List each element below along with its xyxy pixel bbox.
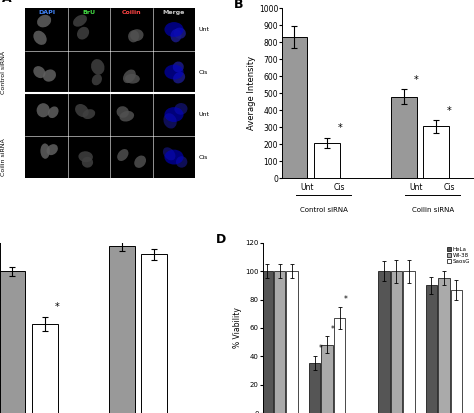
Ellipse shape <box>164 64 183 79</box>
Bar <box>423 126 449 178</box>
Ellipse shape <box>130 29 144 41</box>
Bar <box>282 37 307 178</box>
Text: B: B <box>234 0 244 11</box>
Bar <box>391 271 402 413</box>
Ellipse shape <box>37 15 51 27</box>
Ellipse shape <box>117 149 128 161</box>
Text: Unt: Unt <box>199 27 210 32</box>
Bar <box>109 246 135 413</box>
Text: Coilin: Coilin <box>122 10 141 15</box>
Text: D: D <box>216 233 227 246</box>
Bar <box>314 142 340 178</box>
Bar <box>403 271 415 413</box>
Bar <box>334 318 345 413</box>
Ellipse shape <box>174 103 188 115</box>
Ellipse shape <box>163 147 175 160</box>
Bar <box>438 278 450 413</box>
Bar <box>0 271 25 413</box>
Legend: HeLa, WI-38, SaosG: HeLa, WI-38, SaosG <box>446 246 471 265</box>
Text: *: * <box>331 325 335 334</box>
Bar <box>426 285 437 413</box>
Y-axis label: % Viability: % Viability <box>233 308 242 349</box>
Text: *: * <box>318 344 322 354</box>
Ellipse shape <box>171 29 182 43</box>
Ellipse shape <box>77 27 89 40</box>
Ellipse shape <box>164 150 183 164</box>
Text: *: * <box>55 302 60 312</box>
Text: Merge: Merge <box>163 10 185 15</box>
Ellipse shape <box>36 103 50 117</box>
Ellipse shape <box>173 28 186 39</box>
Text: A: A <box>2 0 11 5</box>
Bar <box>309 363 320 413</box>
Ellipse shape <box>134 156 146 168</box>
Ellipse shape <box>176 156 187 168</box>
Y-axis label: Average Intensity: Average Intensity <box>247 56 256 131</box>
Ellipse shape <box>123 69 136 83</box>
Text: Unt: Unt <box>199 112 210 117</box>
Bar <box>286 271 298 413</box>
Text: Cis: Cis <box>199 154 208 159</box>
Text: Coilin siRNA: Coilin siRNA <box>1 138 7 176</box>
Ellipse shape <box>73 15 87 27</box>
Ellipse shape <box>33 66 46 78</box>
Ellipse shape <box>78 151 93 162</box>
Text: *: * <box>337 123 342 133</box>
Ellipse shape <box>82 109 95 119</box>
Ellipse shape <box>82 157 93 168</box>
Ellipse shape <box>164 107 183 122</box>
Ellipse shape <box>164 113 177 128</box>
Ellipse shape <box>48 107 59 118</box>
Ellipse shape <box>91 59 104 75</box>
Text: BrU: BrU <box>82 10 96 15</box>
Ellipse shape <box>40 143 50 159</box>
Text: *: * <box>447 106 451 116</box>
Text: *: * <box>414 75 419 85</box>
Ellipse shape <box>125 74 140 83</box>
Text: Coilin siRNA: Coilin siRNA <box>412 207 454 213</box>
Text: *: * <box>343 295 347 304</box>
Text: Control siRNA: Control siRNA <box>1 50 7 94</box>
Ellipse shape <box>75 104 89 117</box>
Bar <box>321 345 333 413</box>
Bar <box>274 271 285 413</box>
Text: Control siRNA: Control siRNA <box>300 207 347 213</box>
Bar <box>378 271 390 413</box>
Bar <box>262 271 273 413</box>
Ellipse shape <box>128 30 139 43</box>
Ellipse shape <box>173 62 184 72</box>
Ellipse shape <box>117 106 129 118</box>
Text: DAPI: DAPI <box>38 10 55 15</box>
Ellipse shape <box>164 22 183 37</box>
Ellipse shape <box>92 74 102 85</box>
Ellipse shape <box>119 111 134 121</box>
Bar <box>391 97 417 178</box>
Ellipse shape <box>33 31 46 45</box>
Ellipse shape <box>46 144 58 155</box>
Bar <box>32 324 57 413</box>
Bar <box>141 254 167 413</box>
Ellipse shape <box>173 72 185 83</box>
Bar <box>451 290 462 413</box>
Text: Cis: Cis <box>199 69 208 74</box>
Ellipse shape <box>43 69 56 82</box>
